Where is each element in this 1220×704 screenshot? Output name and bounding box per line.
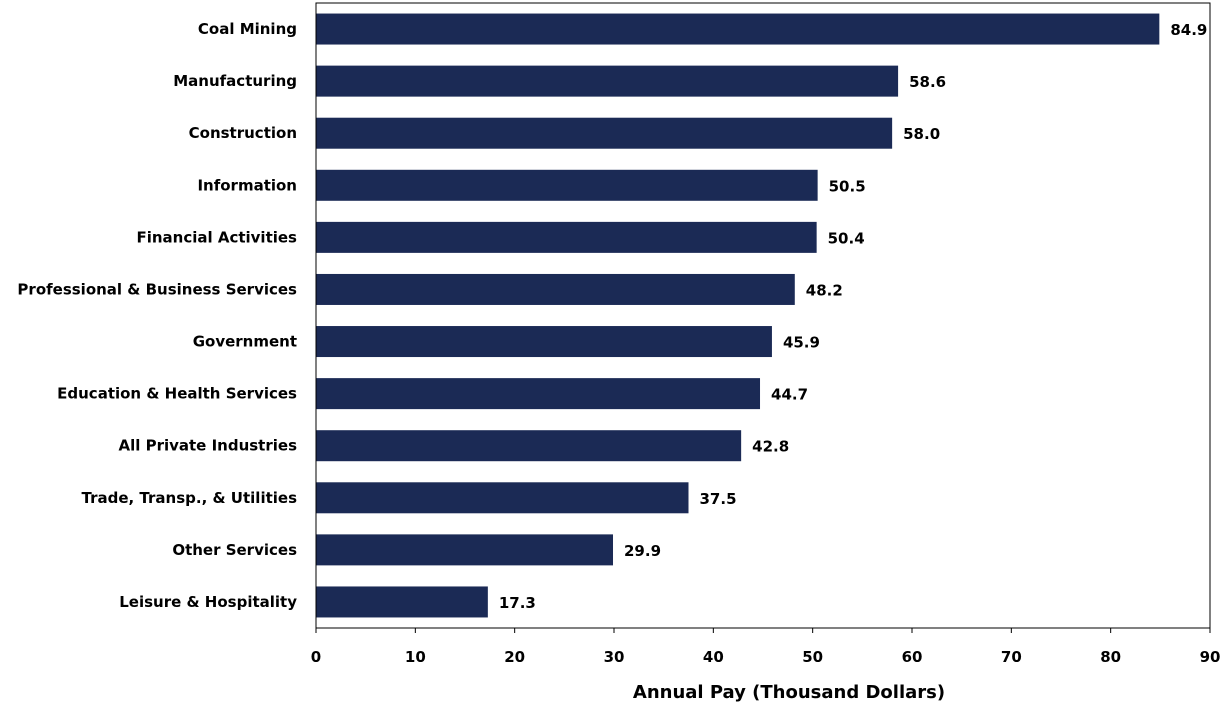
x-tick-label: 80 [1100, 648, 1121, 666]
bar [316, 378, 761, 410]
x-tick-label: 40 [703, 648, 724, 666]
value-label: 48.2 [806, 281, 843, 299]
bar [316, 586, 488, 618]
category-labels: Coal Mining Manufacturing Construction Info… [17, 20, 297, 611]
plot-area-frame [315, 2, 1211, 629]
value-label: 44.7 [771, 386, 808, 404]
bar [316, 482, 689, 514]
category-label: Education & Health Services [57, 385, 297, 403]
x-tick-label: 20 [504, 648, 525, 666]
value-label: 42.8 [752, 438, 789, 456]
x-tick-label: 90 [1200, 648, 1220, 666]
bar [316, 221, 817, 253]
value-label: 37.5 [700, 490, 737, 508]
value-label: 29.9 [624, 542, 661, 560]
bar [316, 169, 818, 201]
x-axis-ticks: 0 10 20 30 40 50 60 70 80 90 [311, 628, 1220, 666]
value-label: 84.9 [1170, 21, 1207, 39]
value-label: 50.4 [828, 229, 865, 247]
category-label: Construction [189, 124, 297, 142]
category-label: Trade, Transp., & Utilities [82, 489, 298, 507]
category-label: Manufacturing [173, 72, 297, 90]
category-label: Other Services [172, 541, 297, 559]
value-label: 50.5 [829, 177, 866, 195]
category-label: Financial Activities [136, 228, 297, 246]
x-tick-label: 30 [604, 648, 625, 666]
value-label: 17.3 [499, 594, 536, 612]
bar [316, 534, 614, 566]
x-tick-label: 70 [1001, 648, 1022, 666]
bar [316, 273, 795, 305]
value-label: 45.9 [783, 334, 820, 352]
bar [316, 326, 772, 358]
bar [316, 430, 742, 462]
x-tick-label: 10 [405, 648, 426, 666]
x-axis-title: Annual Pay (Thousand Dollars) [633, 682, 945, 703]
x-tick-label: 60 [902, 648, 923, 666]
bar [316, 13, 1160, 45]
bar [316, 65, 899, 97]
x-tick-label: 50 [802, 648, 823, 666]
category-label: Coal Mining [198, 20, 297, 38]
value-labels: 84.9 58.6 58.0 50.5 50.4 48.2 45.9 44.7 42.8 37.5… [499, 21, 1208, 612]
category-label: All Private Industries [118, 437, 297, 455]
x-tick-label: 0 [311, 648, 321, 666]
bars-group [316, 13, 1160, 618]
category-label: Leisure & Hospitality [119, 593, 297, 611]
value-label: 58.6 [909, 73, 946, 91]
value-label: 58.0 [903, 125, 940, 143]
bar [316, 117, 893, 149]
category-label: Professional & Business Services [17, 280, 297, 298]
category-label: Government [193, 333, 297, 351]
category-label: Information [197, 176, 297, 194]
